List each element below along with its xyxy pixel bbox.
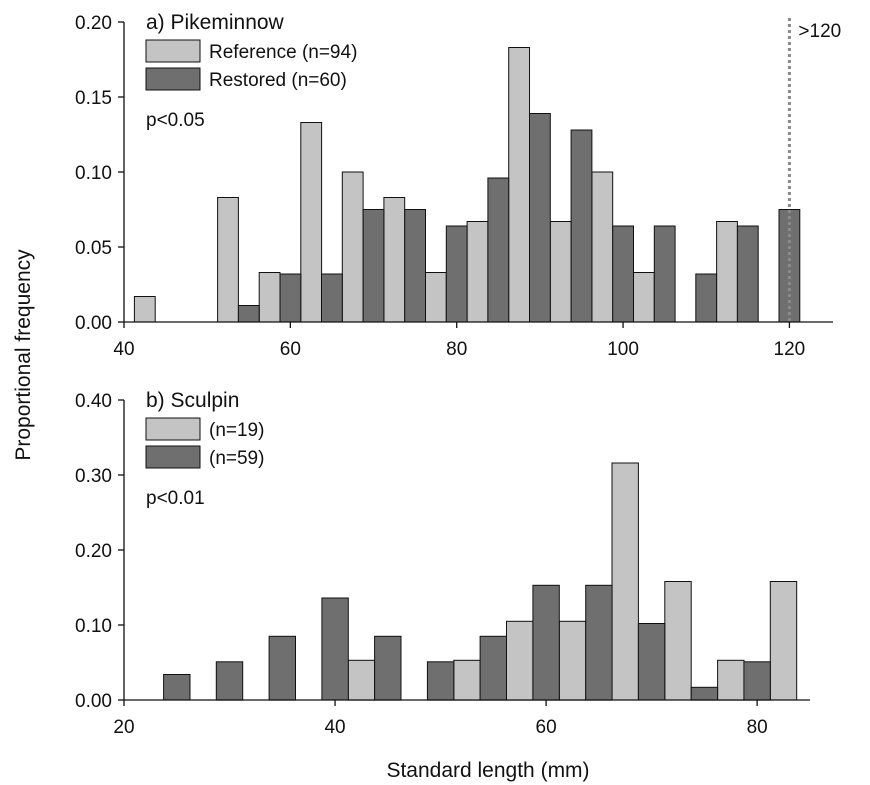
panel-pikeminnow: 0.00 0.05 0.10 0.15 0.20 40 60 80 100 120 a) Pikem…	[75, 11, 841, 360]
bar-restored	[585, 584, 613, 701]
x-tick-label: 40	[113, 339, 134, 360]
x-tick-label: 20	[113, 717, 134, 738]
bar-reference	[633, 272, 655, 323]
bar-restored	[479, 635, 508, 701]
x-tick-label: 80	[446, 339, 467, 360]
legend-swatch-restored	[145, 67, 201, 91]
x-tick-label: 60	[536, 717, 557, 738]
y-tick-label: 0.05	[75, 238, 112, 259]
legend-label: (n=19)	[209, 420, 264, 441]
bar-restored	[570, 129, 593, 323]
y-tick-label: 0.15	[75, 88, 112, 109]
panel-sculpin: 0.00 0.10 0.20 0.30 0.40 20 40 60 80 b) Sculpin (n…	[75, 389, 810, 738]
bar-reference	[347, 659, 376, 701]
bar-reference	[717, 659, 745, 701]
bar-restored	[612, 225, 635, 323]
bar-restored	[321, 597, 349, 701]
legend-label: Reference (n=94)	[209, 42, 357, 63]
legend-swatch-restored	[145, 445, 201, 469]
legend-swatch-reference	[145, 417, 201, 441]
bar-restored	[362, 209, 385, 323]
bar-reference	[383, 197, 406, 323]
bar-restored	[237, 305, 260, 323]
y-tick-label: 0.20	[75, 13, 112, 34]
bar-restored	[532, 584, 560, 701]
y-tick-label: 0.10	[75, 616, 112, 637]
bar-restored	[695, 273, 718, 323]
bar-reference	[508, 47, 531, 323]
bar-reference	[341, 171, 364, 323]
x-tick-label: 100	[607, 339, 639, 360]
panel-title: b) Sculpin	[146, 389, 239, 412]
bar-restored	[404, 209, 427, 323]
bar-reference	[716, 221, 738, 323]
y-tick-label: 0.00	[75, 691, 112, 712]
bar-reference	[549, 221, 572, 323]
legend-label: Restored (n=60)	[209, 70, 347, 91]
y-tick-label: 0.30	[75, 466, 112, 487]
bar-restored	[637, 623, 666, 701]
bar-reference	[300, 122, 323, 323]
bar-reference	[466, 221, 489, 323]
bar-reference	[425, 272, 447, 323]
legend-swatch-reference	[145, 39, 201, 63]
bar-reference	[558, 620, 587, 701]
panel-title: a) Pikeminnow	[146, 11, 285, 34]
bar-restored	[163, 674, 191, 701]
bar-reference	[217, 197, 239, 323]
x-tick-label: 120	[774, 339, 806, 360]
x-tick-label: 40	[324, 717, 345, 738]
bar-restored	[268, 635, 297, 701]
y-tick-label: 0.20	[75, 541, 112, 562]
bar-restored	[736, 225, 759, 323]
bar-reference	[133, 296, 156, 323]
bar-restored	[321, 273, 343, 323]
bar-restored	[743, 661, 771, 701]
bar-restored	[487, 177, 510, 323]
bar-restored	[445, 225, 468, 323]
bar-restored	[653, 225, 676, 323]
bar-reference	[258, 272, 281, 323]
p-value-annotation: p<0.01	[146, 488, 205, 509]
y-tick-label: 0.00	[75, 313, 112, 334]
bar-reference	[769, 581, 798, 701]
bar-reference	[664, 581, 692, 701]
bar-restored	[279, 273, 302, 323]
cutoff-label: >120	[798, 21, 841, 42]
bar-restored	[215, 661, 244, 701]
bar-restored	[690, 686, 719, 701]
bar-reference	[611, 462, 639, 701]
legend-label: (n=59)	[209, 448, 264, 469]
bar-reference	[453, 659, 481, 701]
y-tick-label: 0.40	[75, 391, 112, 412]
bar-restored	[374, 635, 402, 701]
p-value-annotation: p<0.05	[146, 110, 205, 131]
bar-restored	[426, 661, 455, 701]
x-axis-title: Standard length (mm)	[386, 759, 589, 782]
x-tick-label: 80	[747, 717, 768, 738]
y-axis-title: Proportional frequency	[12, 249, 35, 461]
bar-reference	[506, 620, 534, 701]
bar-reference	[591, 171, 614, 323]
x-tick-label: 60	[280, 339, 301, 360]
y-tick-label: 0.10	[75, 163, 112, 184]
bar-restored	[529, 113, 551, 323]
